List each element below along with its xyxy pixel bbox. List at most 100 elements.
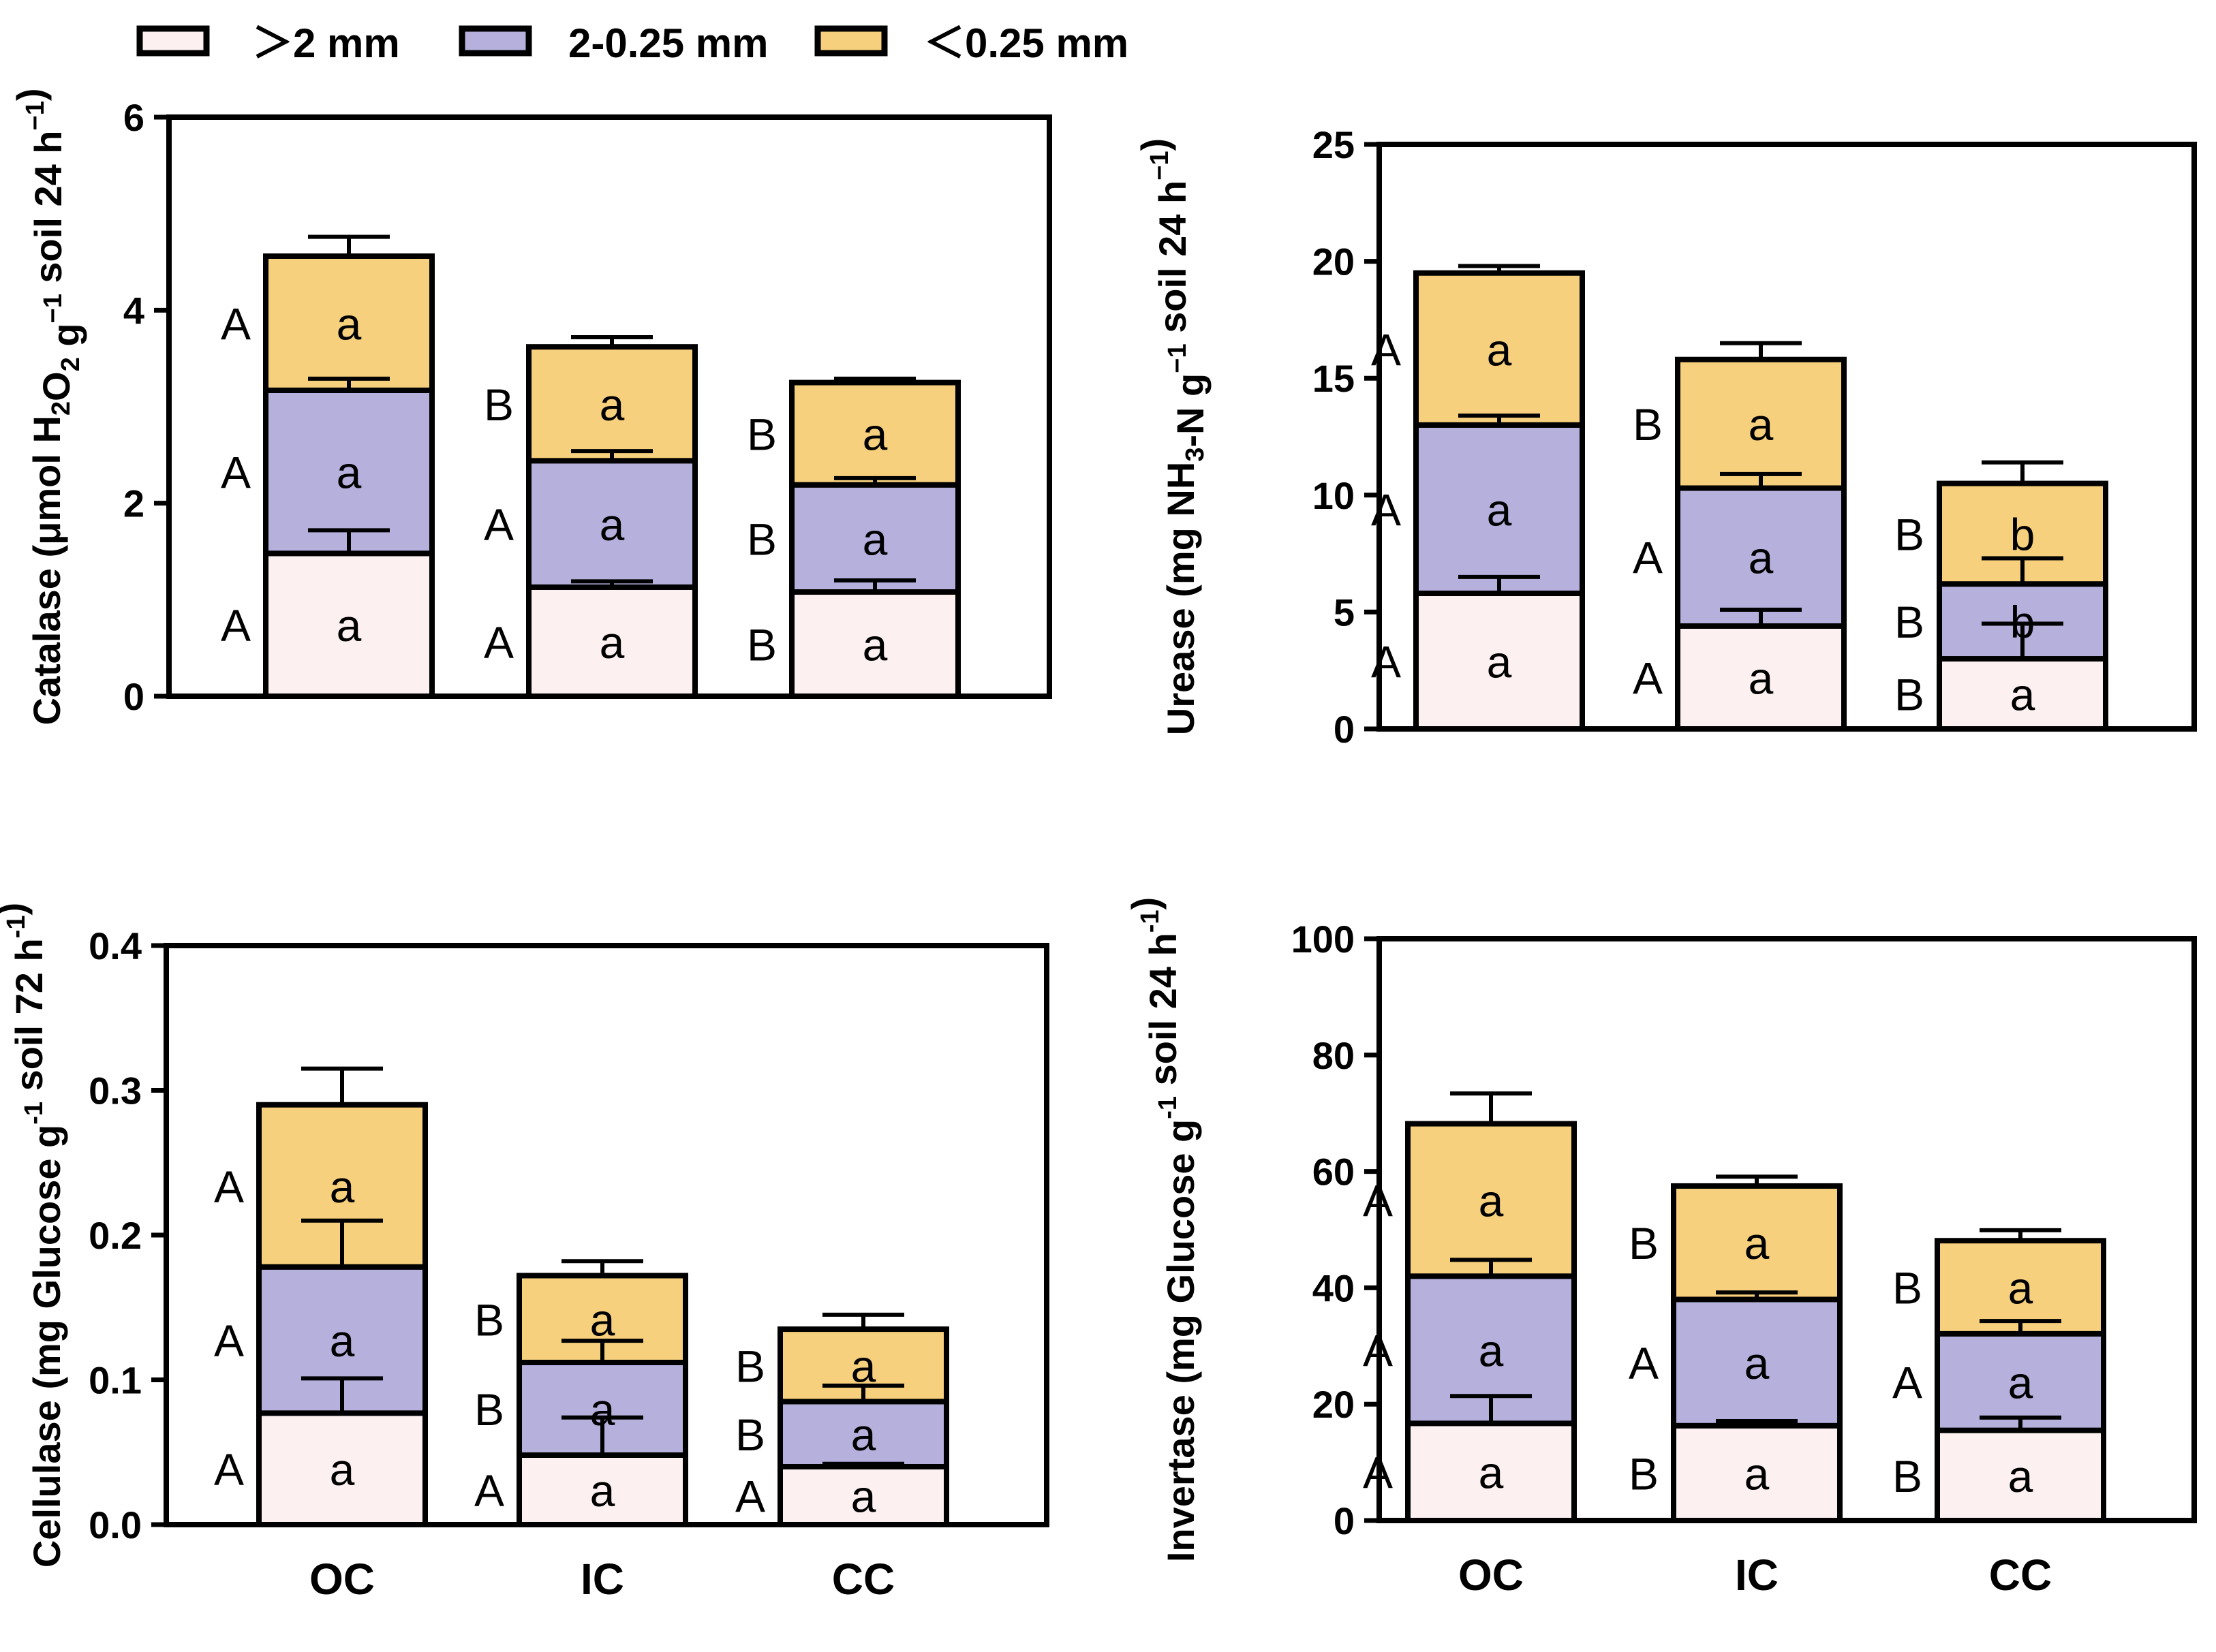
x-tick-label-oc: OC: [309, 1555, 375, 1604]
group-letter: A: [221, 600, 251, 651]
group-letter: B: [1633, 399, 1663, 450]
group-letter: B: [1629, 1448, 1659, 1499]
group-letter: B: [1894, 597, 1924, 647]
group-letter: B: [1892, 1451, 1922, 1501]
group-letter: A: [1371, 484, 1401, 535]
legend-label-mid: 2-0.25 mm: [568, 20, 769, 66]
bar-ic-large: [1675, 623, 1847, 732]
significance-letter: a: [337, 448, 362, 498]
group-letter: B: [1629, 1218, 1659, 1268]
group-letter: A: [221, 448, 251, 498]
y-tick-label: 0.0: [89, 1503, 142, 1546]
significance-letter: a: [600, 379, 625, 430]
bar-ic-small: [526, 344, 698, 464]
bar-oc-large: [256, 1410, 428, 1527]
legend-swatch-small: [814, 25, 888, 57]
significance-letter: a: [1487, 324, 1512, 375]
significance-letter: a: [851, 1471, 876, 1522]
catalase-panel: 0 2 4 6 a Aa Aa Aa Aa Aa Ba Ba Ba B Catalase (μmol H2O…: [9, 89, 1052, 725]
group-letter: B: [474, 1294, 504, 1345]
significance-letter: a: [330, 1162, 355, 1212]
bar-ic-small: [1675, 356, 1847, 491]
legend-swatch-large: [136, 25, 210, 57]
x-tick-label-oc: OC: [1458, 1550, 1524, 1600]
significance-letter: a: [1749, 399, 1774, 450]
group-letter: A: [214, 1444, 244, 1495]
y-axis-label: Urease (mg NH3-N g−1 soil 24 h−1): [1133, 138, 1212, 735]
significance-letter: a: [1744, 1448, 1770, 1499]
group-letter: A: [1892, 1358, 1922, 1408]
significance-letter: a: [590, 1384, 615, 1435]
significance-letter: b: [2010, 509, 2035, 559]
y-tick-label: 20: [1312, 1383, 1355, 1426]
bar-oc-mid: [1413, 422, 1585, 596]
significance-letter: a: [330, 1315, 355, 1366]
y-axis-label: Invertase (mg Glucose g-1 soil 24 h-1): [1124, 897, 1202, 1562]
cellulase-panel: 0.0 0.1 0.2 0.3 0.4 a Aa Aa A OC a Aa Ba B IC a Aa Ba B CC C…: [0, 903, 1049, 1604]
group-letter: B: [484, 379, 514, 430]
group-letter: B: [1894, 670, 1924, 720]
y-axis-label: Cellulase (mg Glucose g-1 soil 72 h-1): [0, 903, 68, 1568]
group-letter: B: [1894, 509, 1924, 559]
group-letter: B: [474, 1384, 504, 1435]
invertase-panel: 020406080100aAaAaAOCaBaAaBICaBaAaBCCInve…: [1124, 897, 2197, 1600]
significance-letter: a: [1744, 1338, 1770, 1388]
significance-letter: a: [590, 1465, 615, 1516]
y-tick-label: 10: [1312, 474, 1355, 517]
y-tick-label: 0: [1334, 1499, 1355, 1542]
significance-letter: a: [1479, 1175, 1504, 1226]
legend: ＞2 mm 2-0.25 mm ＜0.25 mm: [136, 20, 1128, 66]
significance-letter: a: [2010, 670, 2035, 720]
significance-letter: a: [1479, 1325, 1504, 1375]
legend-label-small: ＜0.25 mm: [924, 20, 1128, 66]
group-letter: A: [1371, 324, 1401, 375]
y-tick-label: 15: [1312, 357, 1355, 400]
bar-cc-large: [1937, 656, 2108, 732]
significance-letter: a: [863, 409, 888, 460]
urease-panel: 0 5 10 15 20 25 a Aa Aa Aa Aa Aa Ba Bb Bb B Urease (mg N…: [1133, 123, 2197, 751]
legend-swatch-mid: [459, 25, 532, 57]
group-letter: B: [747, 409, 777, 460]
y-tick-label: 5: [1334, 591, 1355, 634]
significance-letter: a: [863, 620, 888, 670]
significance-letter: a: [851, 1409, 876, 1460]
y-tick-label: 60: [1312, 1151, 1355, 1194]
group-letter: A: [1371, 636, 1401, 687]
bar-oc-mid: [263, 387, 435, 557]
significance-letter: a: [1749, 533, 1774, 583]
group-letter: A: [214, 1162, 244, 1212]
y-tick-label: 25: [1312, 123, 1355, 166]
group-letter: A: [735, 1471, 765, 1522]
significance-letter: a: [863, 514, 888, 564]
y-tick-label: 0.1: [89, 1359, 142, 1402]
y-tick-label: 2: [123, 482, 144, 525]
group-letter: B: [747, 514, 777, 564]
significance-letter: a: [600, 617, 625, 668]
significance-letter: a: [1744, 1218, 1770, 1268]
bar-oc-small: [1405, 1121, 1577, 1279]
x-tick-label-ic: IC: [1735, 1550, 1779, 1600]
x-tick-label-cc: CC: [1989, 1550, 2052, 1600]
bar-ic-mid: [526, 458, 698, 590]
significance-letter: a: [337, 298, 362, 349]
group-letter: B: [747, 620, 777, 670]
plot-frame: [1376, 936, 2197, 1523]
y-tick-label: 0.4: [89, 924, 142, 967]
bar-cc-small: [789, 379, 961, 488]
plot-frame: [166, 114, 1052, 699]
significance-letter: a: [1479, 1448, 1504, 1498]
bar-oc-large: [263, 550, 435, 699]
y-tick-label: 0: [123, 675, 144, 718]
significance-letter: a: [337, 600, 362, 651]
significance-letter: a: [330, 1444, 355, 1495]
y-tick-label: 4: [123, 289, 144, 332]
significance-letter: a: [2008, 1451, 2033, 1501]
significance-letter: a: [2008, 1263, 2033, 1313]
y-tick-label: 20: [1312, 240, 1355, 283]
group-letter: B: [735, 1341, 765, 1391]
y-tick-label: 40: [1312, 1266, 1355, 1309]
group-letter: A: [484, 499, 514, 550]
significance-letter: a: [590, 1294, 615, 1345]
plot-frame: [1376, 142, 2197, 732]
